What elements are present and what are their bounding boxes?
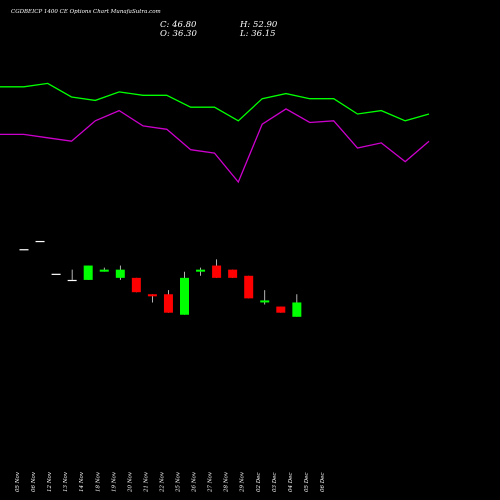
indicator-line-2 (0, 108, 430, 184)
candle (131, 277, 141, 293)
x-tick-label: 21 Nov (143, 471, 149, 493)
candle-body (244, 275, 254, 299)
x-tick-label: 05 Dec (304, 473, 310, 493)
candle (19, 249, 29, 251)
candle-body (131, 277, 141, 293)
x-tick-label: 05 Nov (15, 471, 21, 492)
candle-body (19, 249, 29, 251)
candle (212, 259, 222, 278)
candlesticks (19, 240, 302, 317)
candle-body (180, 277, 189, 315)
indicator-line-1 (0, 82, 430, 122)
x-tick-label: 28 Nov (224, 471, 230, 493)
candle-body (147, 294, 157, 297)
candle-body (51, 273, 61, 275)
x-tick-label: 18 Nov (95, 471, 101, 492)
close-value: C: 46.80 (160, 20, 197, 30)
candle (260, 290, 270, 305)
x-tick-label: 12 Nov (47, 471, 53, 492)
x-tick-label: 13 Nov (63, 471, 69, 492)
x-tick-label: 19 Nov (111, 471, 117, 492)
candle-body (83, 265, 93, 280)
x-tick-label: 27 Nov (208, 471, 214, 493)
x-tick-label: 20 Nov (127, 471, 133, 493)
candle (163, 290, 173, 313)
open-value: O: 36.30 (160, 29, 197, 39)
candle (51, 273, 61, 275)
candle (115, 265, 125, 280)
x-tick-label: 03 Dec (272, 473, 278, 493)
candle (83, 265, 93, 280)
x-tick-label: 22 Nov (159, 471, 165, 493)
candle (67, 269, 77, 282)
candle-body (276, 306, 286, 313)
chart-title: CGDBEICP 1400 CE Options Chart MunafaSut… (11, 9, 161, 15)
candle-body (260, 300, 270, 303)
x-tick-label: 29 Nov (240, 471, 246, 493)
x-tick-label: 14 Nov (79, 471, 85, 492)
x-tick-label: 06 Nov (31, 471, 37, 492)
indicator-lines (0, 82, 430, 184)
candle (99, 267, 109, 272)
candle-body (67, 279, 77, 282)
candle (180, 271, 189, 315)
x-tick-label: 02 Dec (256, 473, 262, 493)
candle (228, 269, 238, 278)
low-value: L: 36.15 (240, 29, 276, 39)
candle-body (99, 269, 109, 272)
candle-body (163, 294, 173, 313)
x-tick-label: 26 Nov (192, 471, 198, 493)
candle (35, 240, 45, 243)
candle (292, 294, 302, 317)
candle (276, 306, 286, 313)
candle (244, 275, 254, 299)
candle-body (115, 269, 125, 278)
x-tick-label: 25 Nov (176, 471, 182, 493)
candle (196, 267, 206, 276)
high-value: H: 52.90 (240, 20, 278, 30)
x-tick-label: 06 Dec (320, 473, 326, 493)
x-axis-tick-labels: 05 Nov 06 Nov 12 Nov 13 Nov 14 Nov 18 Nov 19 N… (15, 471, 326, 493)
candle-body (292, 302, 302, 317)
candle-body (196, 269, 206, 272)
candle-body (212, 265, 222, 278)
x-tick-label: 04 Dec (288, 473, 294, 493)
candle-body (35, 240, 45, 243)
candle-body (228, 269, 238, 278)
candle (147, 294, 157, 303)
